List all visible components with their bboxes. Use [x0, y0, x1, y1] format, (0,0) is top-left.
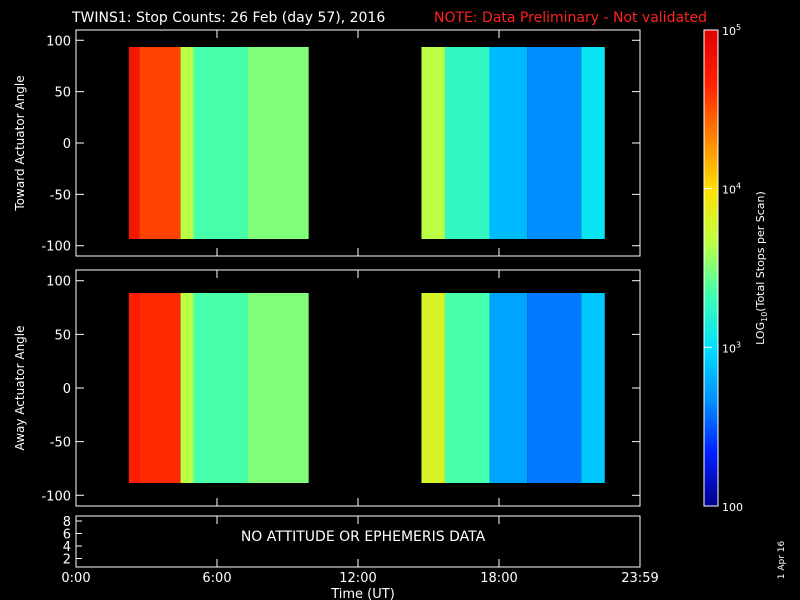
toward-band-4 [247, 47, 309, 239]
xtick-label: 18:00 [480, 571, 517, 586]
ephemeris-ytick-label: 2 [63, 553, 71, 568]
toward-band-3 [193, 47, 248, 239]
away-band-7 [489, 293, 528, 483]
no-data-message: NO ATTITUDE OR EPHEMERIS DATA [241, 529, 486, 545]
away-y-ticks: 100 50 0 -50 -100 [41, 275, 640, 504]
colorbar-scale [703, 29, 719, 507]
away-band-8 [527, 293, 582, 483]
away-band-3 [193, 293, 248, 483]
away-y-label: Away Actuator Angle [13, 325, 27, 450]
toward-band-0 [128, 47, 140, 239]
ephemeris-ytick-label: 8 [63, 515, 71, 530]
toward-band-1 [139, 47, 181, 239]
away-panel: 100 50 0 -50 -100 Away Actuator Angle [13, 269, 641, 507]
toward-heatmap [128, 47, 605, 239]
xtick-label: 6:00 [202, 571, 231, 586]
ephemeris-ytick-label: 6 [63, 528, 71, 543]
away-band-6 [444, 293, 490, 483]
xtick-label: 12:00 [339, 571, 376, 586]
colorbar-label-base: 10 [760, 312, 769, 322]
colorbar-tick-label: 100 [722, 501, 743, 514]
colorbar-tick-label: 103 [722, 340, 741, 355]
toward-ytick-label: 100 [46, 34, 71, 49]
away-band-0 [128, 293, 140, 483]
colorbar-tick-label: 104 [722, 182, 741, 197]
toward-band-8 [527, 47, 582, 239]
xtick-label: 23:59 [621, 571, 658, 586]
colorbar-label-log: LOG [754, 322, 767, 345]
away-ytick-label: 50 [54, 328, 71, 343]
toward-band-2 [180, 47, 194, 239]
xtick-label: 0:00 [61, 571, 90, 586]
away-band-2 [180, 293, 194, 483]
colorbar-tick-exponent: 5 [736, 23, 741, 32]
toward-band-6 [444, 47, 490, 239]
away-band-5 [421, 293, 445, 483]
chart-title: TWINS1: Stop Counts: 26 Feb (day 57), 20… [71, 10, 385, 26]
preliminary-note: NOTE: Data Preliminary - Not validated [434, 10, 707, 26]
date-stamp: 1 Apr 16 [777, 540, 787, 579]
toward-ytick-label: 50 [54, 86, 71, 101]
toward-y-label: Toward Actuator Angle [13, 75, 27, 211]
away-ytick-label: 0 [63, 382, 71, 397]
toward-band-7 [489, 47, 528, 239]
toward-panel: 100 50 0 -50 -100 Toward Actuator Angle [13, 29, 641, 257]
colorbar-label-units: (Total Stops per Scan) [754, 191, 767, 312]
toward-ytick-label: 0 [63, 137, 71, 152]
away-band-9 [581, 293, 605, 483]
away-ytick-label: -100 [41, 489, 71, 504]
colorbar-tick-exponent: 4 [736, 182, 741, 191]
colorbar-tick-label: 105 [722, 23, 741, 38]
away-band-1 [139, 293, 181, 483]
x-axis-label: Time (UT) [330, 587, 395, 600]
away-heatmap [128, 293, 605, 483]
time-axis-ticks: 0:00 6:00 12:00 18:00 23:59 [61, 30, 659, 586]
toward-ytick-label: -50 [50, 188, 71, 203]
away-ytick-label: 100 [46, 275, 71, 290]
toward-y-ticks: 100 50 0 -50 -100 [41, 34, 640, 255]
colorbar-label: LOG10(Total Stops per Scan) [754, 191, 769, 345]
away-ytick-label: -50 [50, 436, 71, 451]
ephemeris-ytick-label: 4 [63, 540, 71, 555]
toward-band-5 [421, 47, 445, 239]
toward-ytick-label: -100 [41, 240, 71, 255]
away-band-4 [247, 293, 309, 483]
colorbar-tick-exponent: 3 [736, 340, 741, 349]
toward-band-9 [581, 47, 605, 239]
